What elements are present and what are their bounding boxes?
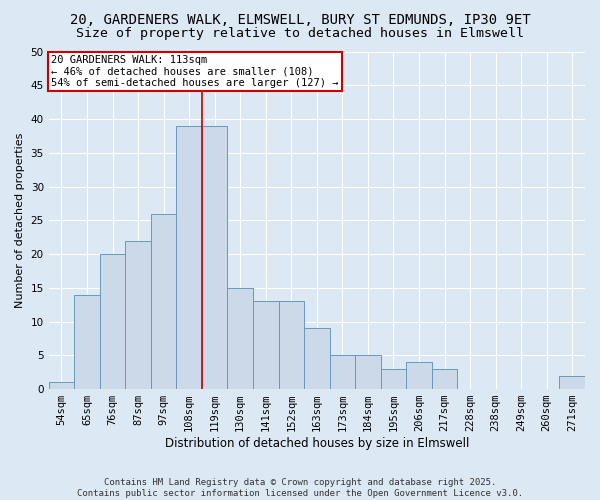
Bar xyxy=(151,214,176,389)
Bar xyxy=(304,328,329,389)
Bar xyxy=(176,126,202,389)
X-axis label: Distribution of detached houses by size in Elmswell: Distribution of detached houses by size … xyxy=(164,437,469,450)
Text: 20, GARDENERS WALK, ELMSWELL, BURY ST EDMUNDS, IP30 9ET: 20, GARDENERS WALK, ELMSWELL, BURY ST ED… xyxy=(70,12,530,26)
Bar xyxy=(49,382,74,389)
Bar xyxy=(329,356,355,389)
Bar xyxy=(278,302,304,389)
Bar xyxy=(355,356,380,389)
Y-axis label: Number of detached properties: Number of detached properties xyxy=(15,132,25,308)
Bar xyxy=(100,254,125,389)
Bar xyxy=(432,369,457,389)
Bar xyxy=(74,294,100,389)
Bar xyxy=(253,302,278,389)
Bar xyxy=(559,376,585,389)
Text: Size of property relative to detached houses in Elmswell: Size of property relative to detached ho… xyxy=(76,28,524,40)
Bar xyxy=(227,288,253,389)
Bar xyxy=(202,126,227,389)
Text: Contains HM Land Registry data © Crown copyright and database right 2025.
Contai: Contains HM Land Registry data © Crown c… xyxy=(77,478,523,498)
Text: 20 GARDENERS WALK: 113sqm
← 46% of detached houses are smaller (108)
54% of semi: 20 GARDENERS WALK: 113sqm ← 46% of detac… xyxy=(51,55,339,88)
Bar xyxy=(125,240,151,389)
Bar xyxy=(380,369,406,389)
Bar xyxy=(406,362,432,389)
